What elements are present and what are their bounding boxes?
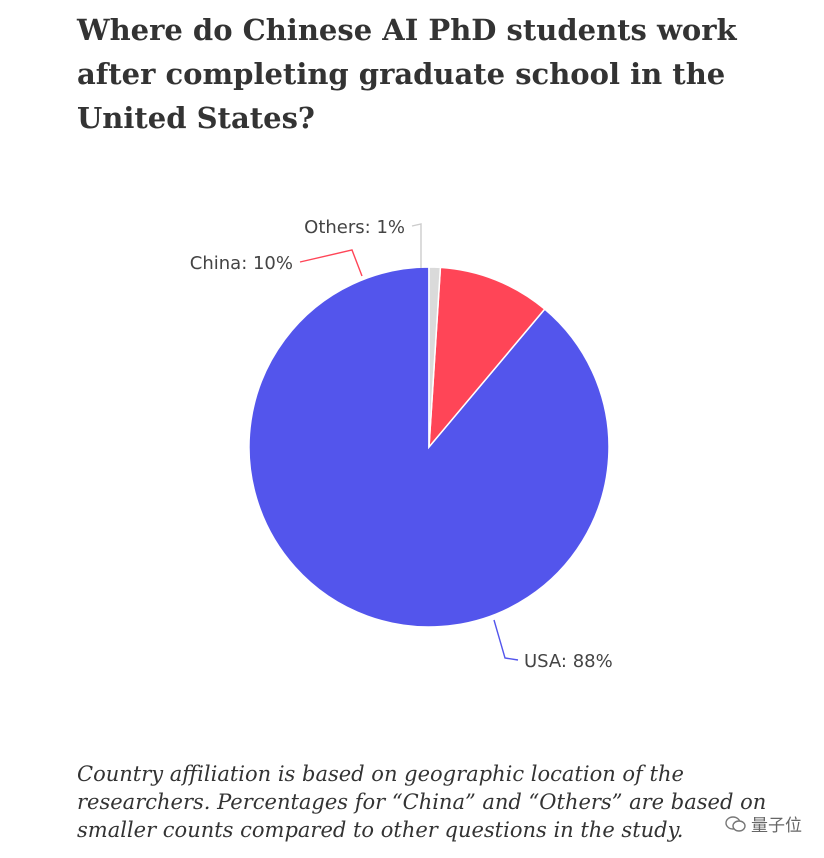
watermark-text: 量子位 (751, 816, 802, 836)
pie-labels: USA: 88% China: 10% Others: 1% (190, 217, 613, 672)
pie-slice-china (428, 266, 546, 450)
leader-line-china (299, 249, 363, 277)
slice-label-others: Others: 1% (304, 217, 405, 238)
pie-leader-lines (299, 223, 519, 661)
leader-line-others (411, 223, 422, 268)
watermark: 量子位 (725, 811, 802, 836)
pie-chart-svg: USA: 88% China: 10% Others: 1% (190, 217, 613, 672)
chart-title: Where do Chinese AI PhD students work af… (77, 13, 737, 135)
pie-slice-others (428, 266, 442, 448)
wechat-icon (725, 815, 746, 832)
pie-slice-usa (248, 266, 610, 628)
pie-chart: USA: 88% China: 10% Others: 1% (0, 180, 824, 700)
slice-label-china: China: 10% (190, 253, 293, 274)
pie-slices (248, 266, 610, 628)
leader-line-usa (493, 619, 519, 661)
slice-label-usa: USA: 88% (524, 651, 613, 672)
chart-caption: Country affiliation is based on geograph… (77, 762, 767, 842)
